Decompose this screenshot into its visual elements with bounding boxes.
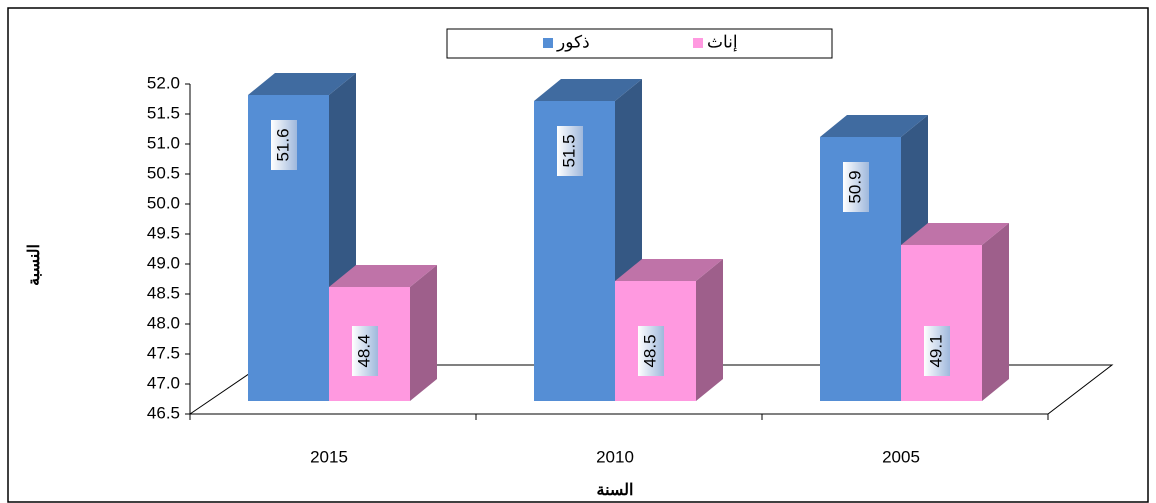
bar-side [696,259,723,401]
data-label: 51.5 [559,134,578,167]
y-tick-label: 48.5 [147,283,180,302]
x-tick-label: 2010 [596,447,634,466]
y-tick-label: 47.5 [147,343,180,362]
data-label: 50.9 [845,170,864,203]
data-label: 48.5 [640,334,659,367]
y-axis-title: النسبة [26,244,43,286]
y-tick-label: 51.0 [147,133,180,152]
y-tick-label: 48.0 [147,313,180,332]
bar-top [615,259,723,281]
data-label-box [352,326,378,376]
y-tick-label: 51.5 [147,103,180,122]
bar-top [329,265,437,287]
data-label: 51.6 [273,128,292,161]
data-label-box [557,126,583,176]
bar-top [534,79,642,101]
x-tick-label: 2015 [310,447,348,466]
data-label-box [638,326,664,376]
y-tick-label: 47.0 [147,373,180,392]
bar-side [410,265,437,401]
legend-label: إناث [707,32,738,51]
bar-top [820,115,928,137]
legend-box [446,28,833,59]
x-tick-label: 2005 [882,447,920,466]
bar [901,245,982,401]
bar-top [248,73,356,95]
data-label: 49.1 [926,334,945,367]
y-tick-label: 46.5 [147,403,180,422]
legend-swatch [693,38,703,48]
bar-top [901,223,1009,245]
data-label: 48.4 [354,334,373,367]
legend-swatch [543,38,553,48]
y-tick-label: 49.0 [147,253,180,272]
data-label-box [843,162,869,212]
y-tick-label: 49.5 [147,223,180,242]
y-tick-label: 50.0 [147,193,180,212]
bar-side [982,223,1009,401]
y-tick-label: 50.5 [147,163,180,182]
data-label-box [924,326,950,376]
data-label-box [271,120,297,170]
x-axis-title: السنة [597,482,634,499]
legend-label: ذكور [556,32,590,52]
y-tick-label: 52.0 [147,73,180,92]
